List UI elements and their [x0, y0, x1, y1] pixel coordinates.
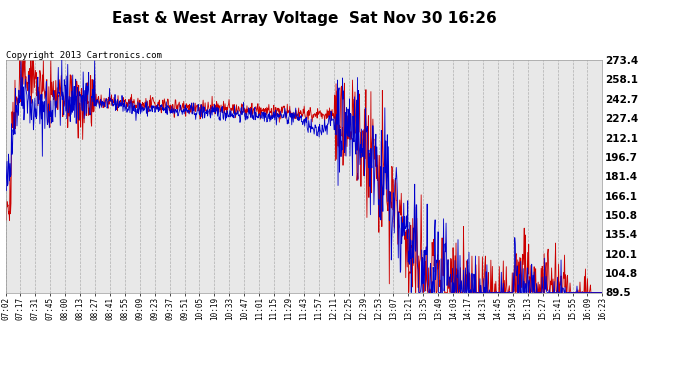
- Text: West Array  (DC Volts): West Array (DC Volts): [480, 38, 607, 47]
- Text: East Array  (DC Volts): East Array (DC Volts): [332, 38, 458, 47]
- Text: Copyright 2013 Cartronics.com: Copyright 2013 Cartronics.com: [6, 51, 161, 60]
- Text: East & West Array Voltage  Sat Nov 30 16:26: East & West Array Voltage Sat Nov 30 16:…: [112, 11, 496, 26]
